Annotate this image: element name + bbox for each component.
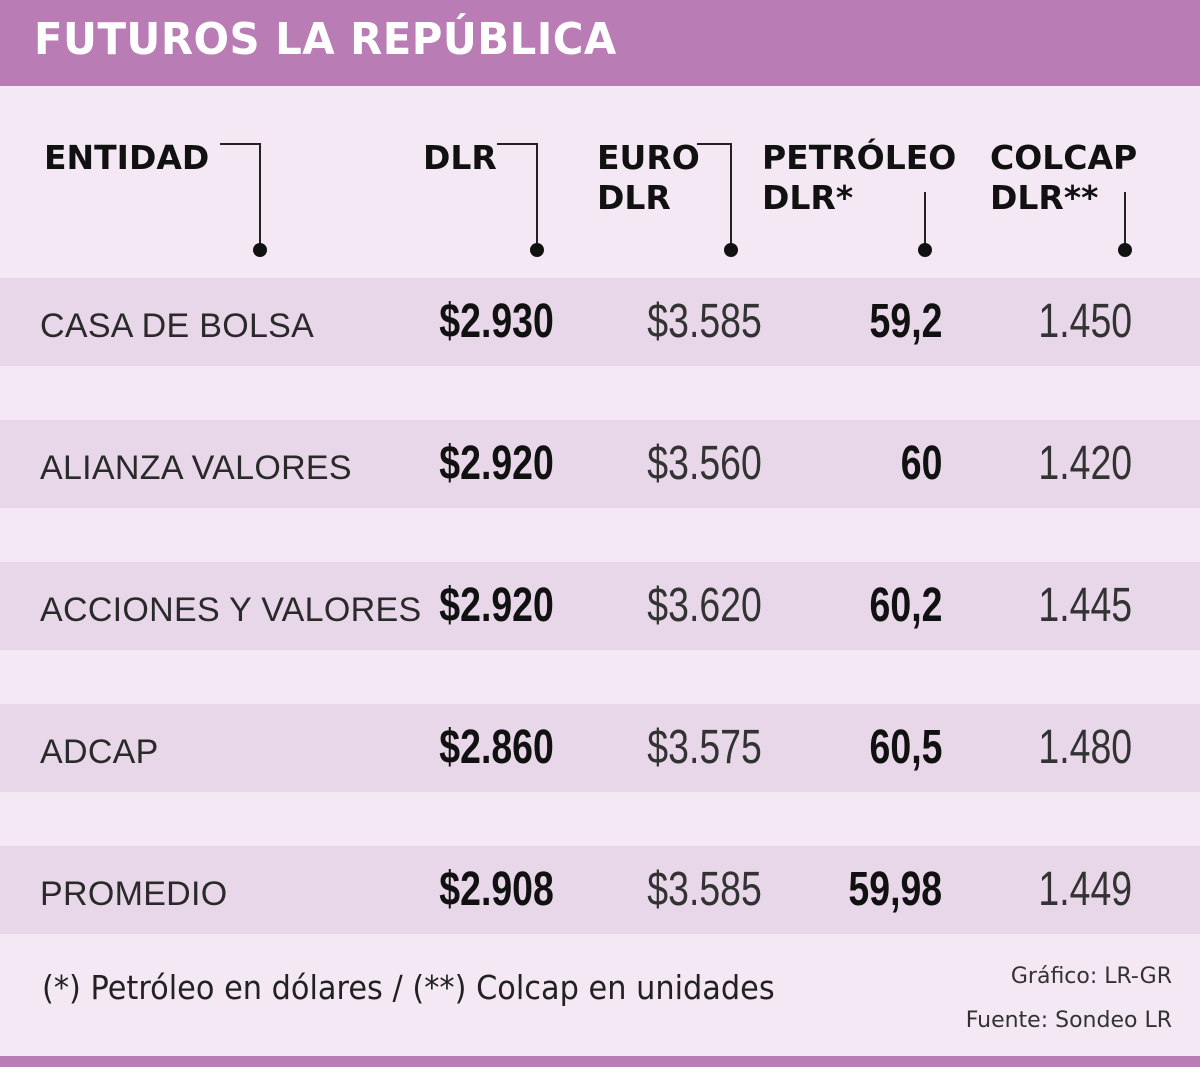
row-dlr: $2.920 bbox=[439, 579, 554, 632]
footnote-part: (*) bbox=[42, 968, 91, 1007]
footnote: (*) Petróleo en dólares / (**) Colcap en… bbox=[42, 968, 775, 1007]
column-header-line: DLR bbox=[423, 138, 497, 177]
row-dlr: $2.860 bbox=[439, 721, 554, 774]
table-row: ALIANZA VALORES $2.920 $3.560 60 1.420 bbox=[0, 420, 1200, 508]
table-row: ACCIONES Y VALORES $2.920 $3.620 60,2 1.445 bbox=[0, 562, 1200, 650]
connector-euro-dlr bbox=[697, 143, 732, 245]
connector-dot-petroleo-dlr bbox=[918, 243, 932, 257]
footnote-petroleo: Petróleo bbox=[90, 968, 215, 1007]
column-header-line: DLR** bbox=[990, 178, 1099, 217]
row-entidad: ADCAP bbox=[40, 733, 159, 771]
column-header-line: COLCAP bbox=[990, 138, 1138, 177]
column-header-colcap-dlr: COLCAP DLR** bbox=[990, 138, 1137, 218]
connector-dot-euro-dlr bbox=[724, 243, 738, 257]
row-entidad: ACCIONES Y VALORES bbox=[40, 591, 422, 629]
table-row: PROMEDIO $2.908 $3.585 59,98 1.449 bbox=[0, 846, 1200, 934]
row-colcap-dlr: 1.420 bbox=[1038, 437, 1132, 490]
page-title: FUTUROS LA REPÚBLICA bbox=[34, 14, 617, 65]
footnote-part: en dólares / (**) bbox=[214, 968, 477, 1007]
title-bar bbox=[0, 0, 1200, 86]
connector-dot-entidad bbox=[253, 243, 267, 257]
credit-grafico: Gráfico: LR-GR bbox=[1010, 964, 1172, 989]
row-colcap-dlr: 1.450 bbox=[1038, 295, 1132, 348]
row-euro-dlr: $3.575 bbox=[647, 721, 762, 774]
bottom-bar bbox=[0, 1056, 1200, 1067]
credit-fuente: Fuente: Sondeo LR bbox=[965, 1008, 1172, 1033]
header-connectors bbox=[220, 143, 1132, 257]
column-header-line: PETRÓLEO bbox=[762, 138, 957, 177]
column-header-line: ENTIDAD bbox=[44, 138, 210, 177]
footnote-part: en unidades bbox=[578, 968, 775, 1007]
connector-dot-colcap-dlr bbox=[1118, 243, 1132, 257]
row-petroleo-dlr: 60,2 bbox=[869, 579, 942, 632]
row-dlr: $2.920 bbox=[439, 437, 554, 490]
column-header-dlr: DLR bbox=[423, 138, 497, 178]
column-header-entidad: ENTIDAD bbox=[44, 138, 209, 178]
connector-entidad bbox=[220, 143, 261, 245]
row-euro-dlr: $3.585 bbox=[647, 863, 762, 916]
row-euro-dlr: $3.620 bbox=[647, 579, 762, 632]
connector-dlr bbox=[497, 143, 538, 245]
row-euro-dlr: $3.585 bbox=[647, 295, 762, 348]
column-header-line: DLR* bbox=[762, 178, 854, 217]
table-row: ADCAP $2.860 $3.575 60,5 1.480 bbox=[0, 704, 1200, 792]
row-colcap-dlr: 1.480 bbox=[1038, 721, 1132, 774]
row-euro-dlr: $3.560 bbox=[647, 437, 762, 490]
column-header-petroleo-dlr: PETRÓLEO DLR* bbox=[762, 138, 956, 218]
row-dlr: $2.908 bbox=[439, 863, 554, 916]
row-entidad: CASA DE BOLSA bbox=[40, 307, 315, 345]
footnote-colcap: Colcap bbox=[476, 968, 579, 1007]
row-entidad: ALIANZA VALORES bbox=[40, 449, 352, 487]
column-header-line: DLR bbox=[597, 178, 671, 217]
row-colcap-dlr: 1.449 bbox=[1038, 863, 1132, 916]
row-dlr: $2.930 bbox=[439, 295, 554, 348]
row-colcap-dlr: 1.445 bbox=[1038, 579, 1132, 632]
row-petroleo-dlr: 60,5 bbox=[869, 721, 942, 774]
row-petroleo-dlr: 59,98 bbox=[848, 863, 942, 916]
row-petroleo-dlr: 59,2 bbox=[869, 295, 942, 348]
row-entidad: PROMEDIO bbox=[40, 875, 228, 913]
row-petroleo-dlr: 60 bbox=[900, 437, 942, 490]
column-header-euro-dlr: EURO DLR bbox=[597, 138, 700, 218]
table-row: CASA DE BOLSA $2.930 $3.585 59,2 1.450 bbox=[0, 278, 1200, 366]
connector-dot-dlr bbox=[530, 243, 544, 257]
column-header-line: EURO bbox=[597, 138, 700, 177]
